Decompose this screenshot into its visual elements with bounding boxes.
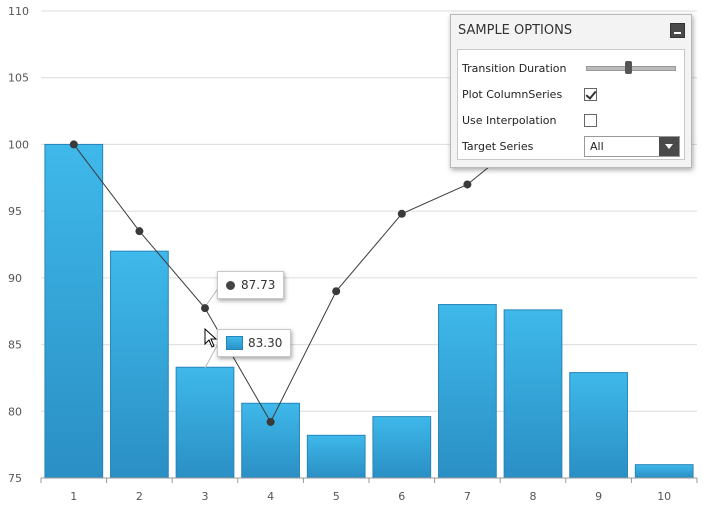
column-tooltip-value: 83.30 xyxy=(248,336,283,350)
transition-duration-slider[interactable] xyxy=(586,61,676,75)
column-bar[interactable] xyxy=(110,250,169,479)
line-point[interactable] xyxy=(332,287,341,296)
x-axis: 1 2 3 4 5 6 7 8 9 10 xyxy=(40,477,698,503)
target-series-value: All xyxy=(590,139,604,153)
x-tick-label: 10 xyxy=(657,490,671,503)
y-tick-label: 90 xyxy=(8,272,22,285)
column-bar[interactable] xyxy=(569,372,628,479)
line-point[interactable] xyxy=(135,227,144,236)
x-tick-label: 1 xyxy=(70,490,77,503)
panel-header: SAMPLE OPTIONS xyxy=(451,15,691,45)
plot-column-series-label: Plot ColumnSeries xyxy=(462,87,563,101)
column-value-tooltip: 83.30 xyxy=(217,329,292,357)
y-tick-label: 105 xyxy=(8,72,29,85)
column-tooltip-leader xyxy=(204,341,220,369)
target-series-select[interactable]: All xyxy=(584,135,680,157)
panel-body: Transition Duration Plot ColumnSeries Us… xyxy=(457,49,685,160)
column-bar[interactable] xyxy=(372,416,432,479)
mouse-cursor-icon xyxy=(204,328,218,348)
x-tick-label: 9 xyxy=(595,490,602,503)
y-tick-label: 85 xyxy=(8,339,22,352)
line-marker-icon xyxy=(226,280,235,290)
line-value-tooltip: 87.73 xyxy=(217,271,285,299)
column-bar[interactable] xyxy=(44,143,104,479)
y-tick-label: 75 xyxy=(8,472,22,485)
plot-column-series-checkbox[interactable] xyxy=(584,87,597,101)
target-series-label: Target Series xyxy=(462,139,534,153)
y-tick-label: 80 xyxy=(8,405,22,418)
y-tick-label: 110 xyxy=(8,5,29,18)
line-tooltip-leader xyxy=(204,286,220,308)
x-tick-label: 6 xyxy=(398,490,405,503)
target-series-row: Target Series All xyxy=(462,135,680,157)
slider-thumb[interactable] xyxy=(625,61,632,74)
line-point[interactable] xyxy=(69,140,78,149)
x-tick-label: 2 xyxy=(136,490,143,503)
x-tick-label: 5 xyxy=(333,490,340,503)
column-swatch-icon xyxy=(226,336,243,350)
line-point[interactable] xyxy=(397,209,406,218)
line-tooltip-value: 87.73 xyxy=(241,278,276,292)
column-bar[interactable] xyxy=(175,366,235,479)
dropdown-arrow-icon[interactable] xyxy=(659,136,679,156)
x-tick-label: 4 xyxy=(267,490,274,503)
column-bar[interactable] xyxy=(438,304,497,479)
sample-options-panel: SAMPLE OPTIONS Transition Duration Plot … xyxy=(450,14,692,168)
column-bar[interactable] xyxy=(241,402,300,479)
column-series[interactable] xyxy=(44,143,694,479)
minimize-icon[interactable] xyxy=(670,22,685,38)
x-tick-label: 7 xyxy=(464,490,471,503)
use-interpolation-checkbox[interactable] xyxy=(584,113,597,127)
transition-duration-row: Transition Duration xyxy=(462,57,680,79)
x-tick-label: 8 xyxy=(530,490,537,503)
use-interpolation-row: Use Interpolation xyxy=(462,109,680,131)
line-point[interactable] xyxy=(201,304,209,313)
line-point[interactable] xyxy=(463,180,472,189)
tooltip-leaders xyxy=(204,286,220,369)
use-interpolation-label: Use Interpolation xyxy=(462,113,557,127)
plot-column-series-row: Plot ColumnSeries xyxy=(462,83,680,105)
panel-title: SAMPLE OPTIONS xyxy=(458,22,573,38)
transition-duration-label: Transition Duration xyxy=(462,61,567,75)
y-tick-label: 95 xyxy=(8,205,22,218)
y-tick-label: 100 xyxy=(8,138,29,151)
column-bar[interactable] xyxy=(503,309,563,479)
column-bar[interactable] xyxy=(306,434,366,479)
y-axis-ticks: 75 80 85 90 95 100 105 110 xyxy=(8,5,29,485)
line-point[interactable] xyxy=(266,417,275,426)
x-tick-label: 3 xyxy=(202,490,209,503)
column-bar[interactable] xyxy=(634,464,694,479)
